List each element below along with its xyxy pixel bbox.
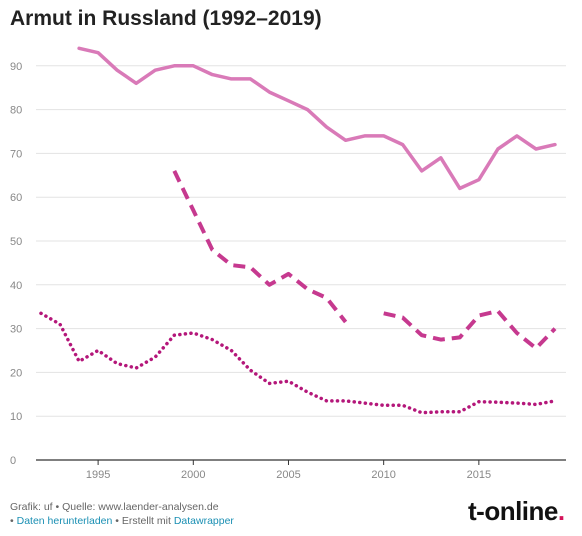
y-tick-label: 70 — [10, 148, 22, 160]
y-tick-label: 0 — [10, 455, 16, 467]
y-tick-label: 50 — [10, 236, 22, 248]
y-tick-label: 20 — [10, 367, 22, 379]
y-axis-ticks: 0 10 20 30 40 50 60 70 80 90 — [10, 61, 22, 467]
y-tick-label: 90 — [10, 61, 22, 73]
x-tick-label: 2010 — [371, 469, 395, 481]
logo-text: t-online — [468, 496, 558, 526]
t-online-logo: t-online. — [468, 496, 565, 527]
x-axis-ticks: 1995 2000 2005 2010 2015 — [86, 460, 491, 481]
series-solid-line — [77, 46, 557, 191]
footer-links: • Daten herunterladen • Erstellt mit Dat… — [10, 514, 234, 528]
y-tick-label: 30 — [10, 324, 22, 336]
footer-bullet: • — [10, 515, 14, 527]
download-data-link[interactable]: Daten herunterladen — [16, 515, 113, 527]
logo-dot: . — [557, 496, 565, 526]
footer-created-with: • Erstellt mit — [115, 515, 171, 527]
x-tick-label: 2000 — [181, 469, 205, 481]
series-dotted-line — [39, 311, 557, 415]
y-tick-label: 60 — [10, 192, 22, 204]
chart-area: 0 10 20 30 40 50 60 70 80 90 1995 2000 2005 2010 2015 — [10, 46, 566, 481]
y-tick-label: 40 — [10, 280, 22, 292]
grid-lines — [36, 65, 566, 461]
x-tick-label: 1995 — [86, 469, 110, 481]
series-lines — [39, 46, 557, 415]
series-dashed-line-segment-2 — [383, 309, 557, 351]
footer: Grafik: uf • Quelle: www.laender-analyse… — [10, 500, 234, 528]
datawrapper-link[interactable]: Datawrapper — [173, 515, 234, 527]
x-tick-label: 2015 — [467, 469, 491, 481]
footer-source: Grafik: uf • Quelle: www.laender-analyse… — [10, 501, 219, 513]
series-dashed-line-segment-1 — [172, 170, 348, 324]
chart-title: Armut in Russland (1992–2019) — [10, 7, 322, 30]
y-tick-label: 10 — [10, 411, 22, 423]
y-tick-label: 80 — [10, 105, 22, 117]
x-tick-label: 2005 — [276, 469, 300, 481]
